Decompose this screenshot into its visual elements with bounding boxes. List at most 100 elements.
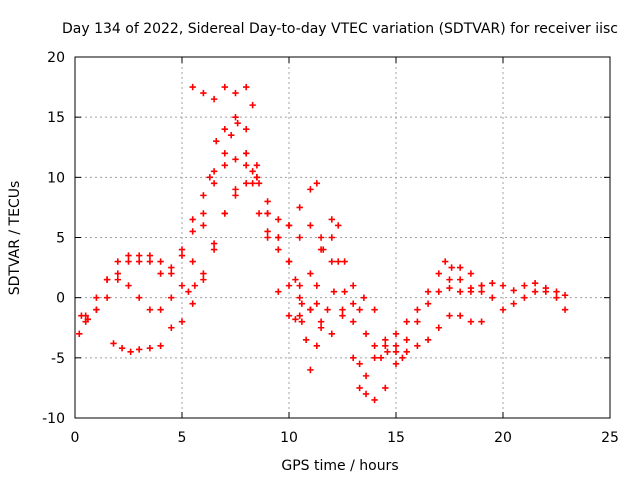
data-point [221, 162, 228, 169]
data-point [275, 288, 282, 295]
data-point [499, 306, 507, 313]
data-point [392, 348, 400, 356]
x-tick-label: 0 [71, 430, 80, 446]
data-point [157, 342, 164, 349]
data-point [521, 294, 528, 301]
x-axis-label: GPS time / hours [281, 458, 398, 474]
data-point [362, 330, 370, 337]
data-point [275, 246, 282, 253]
data-point [146, 252, 154, 259]
data-point [298, 300, 306, 307]
data-point [200, 192, 207, 199]
data-point [403, 348, 410, 356]
data-point [157, 270, 164, 277]
data-point [200, 89, 207, 97]
series-3 [82, 113, 485, 404]
data-point [249, 101, 256, 109]
data-point [328, 234, 335, 241]
data-point [157, 258, 164, 265]
data-point [542, 284, 549, 292]
data-point [307, 222, 314, 229]
y-tick-label: -5 [51, 351, 65, 367]
data-point [127, 348, 134, 356]
data-point [103, 276, 111, 283]
data-point [146, 306, 154, 313]
data-point [561, 292, 569, 299]
data-point [296, 312, 303, 319]
data-point [403, 318, 410, 325]
data-point [360, 294, 368, 301]
data-point [292, 316, 299, 323]
data-point [339, 306, 346, 313]
data-point [200, 222, 207, 229]
data-point [76, 330, 83, 337]
data-point [168, 270, 175, 277]
data-point [457, 264, 464, 271]
data-point [243, 150, 250, 157]
data-point [93, 294, 100, 301]
data-point [296, 234, 303, 241]
data-point [82, 312, 89, 319]
data-point [178, 246, 186, 253]
data-point [510, 287, 517, 294]
data-point [157, 306, 164, 313]
data-point [255, 210, 263, 217]
data-point [341, 258, 348, 265]
data-point [553, 288, 560, 295]
data-point [125, 258, 132, 265]
data-point [457, 276, 464, 283]
data-point [350, 300, 357, 307]
data-point [232, 89, 239, 97]
y-axis-label: SDTVAR / TECUs [7, 181, 23, 296]
series-8 [296, 288, 338, 374]
data-point [302, 336, 310, 343]
data-point [103, 294, 111, 301]
data-point [285, 282, 293, 289]
y-tick-label: -10 [42, 411, 65, 427]
data-point [313, 282, 321, 289]
data-point [200, 276, 207, 283]
data-point [371, 396, 378, 404]
data-point [510, 300, 517, 307]
data-point [307, 270, 314, 277]
data-point [264, 210, 271, 217]
data-point [136, 346, 143, 353]
data-point [275, 234, 282, 241]
data-point [382, 384, 389, 392]
data-point [275, 216, 282, 223]
data-point [435, 324, 442, 331]
x-tick-label: 10 [280, 430, 298, 446]
data-point [93, 306, 100, 313]
series-4 [110, 162, 485, 356]
data-point [243, 126, 250, 133]
data-point [531, 280, 539, 287]
y-tick-label: 10 [47, 170, 65, 186]
data-point [146, 258, 154, 265]
data-point [313, 342, 321, 349]
data-point [414, 318, 421, 325]
data-point [328, 330, 335, 337]
data-point [191, 282, 199, 289]
y-tick-label: 20 [47, 50, 65, 66]
data-point [392, 330, 400, 337]
data-point [296, 294, 303, 301]
data-point [371, 354, 378, 362]
data-point [136, 252, 143, 259]
data-point [213, 138, 220, 145]
data-point [424, 300, 432, 307]
data-point [350, 318, 357, 325]
y-tick-label: 0 [56, 291, 65, 307]
data-point [307, 306, 314, 313]
data-point [341, 288, 348, 295]
data-points [76, 83, 569, 404]
data-point [168, 294, 175, 301]
data-point [403, 336, 410, 343]
data-point [210, 180, 218, 187]
series-2 [78, 119, 321, 323]
data-point [221, 126, 228, 133]
data-point [330, 288, 338, 295]
data-point [435, 288, 442, 295]
x-tick-label: 25 [601, 430, 619, 446]
chart-title: Day 134 of 2022, Sidereal Day-to-day VTE… [62, 21, 618, 37]
x-tick-label: 15 [387, 430, 405, 446]
